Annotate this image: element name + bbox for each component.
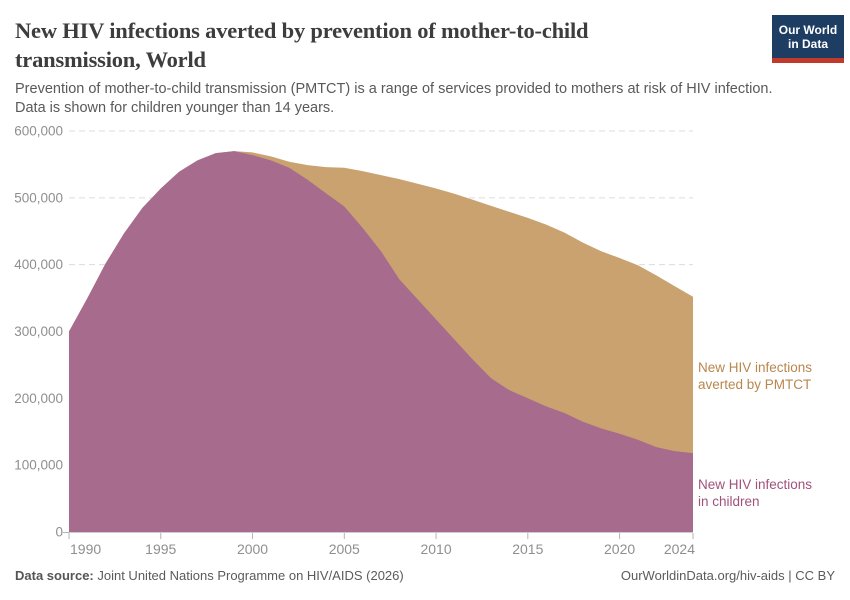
series-label-children-line-2: in children [698,493,760,509]
series-label-children-line-1: New HIV infections [698,477,813,492]
x-tick-label: 2010 [420,541,451,557]
data-source: Data source: Joint United Nations Progra… [15,568,404,583]
title-line-2: transmission, World [15,47,206,72]
y-tick-label: 400,000 [14,257,63,272]
data-source-text: Joint United Nations Programme on HIV/AI… [93,568,404,583]
x-tick-label: 2000 [237,541,268,557]
x-tick-label: 2020 [604,541,635,557]
y-tick-label: 100,000 [14,458,63,473]
chart-subtitle: Prevention of mother-to-child transmissi… [15,80,835,118]
series-label-infections-in-children: New HIV infections in children [698,477,838,510]
data-source-label: Data source: [15,568,94,583]
x-tick-label: 1990 [70,541,101,557]
series-label-averted-line-1: New HIV infections [698,360,813,375]
subtitle-line-2: Data is shown for children younger than … [15,100,335,116]
y-tick-label: 300,000 [14,324,63,339]
owid-logo[interactable]: Our World in Data [772,15,844,63]
x-tick-label: 2015 [512,541,543,557]
y-tick-label: 600,000 [14,124,63,139]
chart-footer: Data source: Joint United Nations Progra… [15,568,835,583]
series-label-averted-by-pmtct: New HIV infections averted by PMTCT [698,360,838,393]
x-tick-label: 1995 [145,541,176,557]
owid-logo-line-1: Our World [778,22,838,37]
owid-logo-line-2: in Data [787,36,828,51]
x-tick-label: 2005 [329,541,360,557]
series-label-averted-line-2: averted by PMTCT [698,376,812,392]
y-tick-label: 0 [55,525,63,540]
y-tick-label: 500,000 [14,190,63,205]
area-infections-in-children[interactable] [69,151,693,532]
subtitle-line-1: Prevention of mother-to-child transmissi… [15,81,773,97]
page-title: New HIV infections averted by prevention… [15,16,760,74]
y-tick-label: 200,000 [14,391,63,406]
owid-footer-link[interactable]: OurWorldinData.org/hiv-aids | CC BY [620,568,835,583]
title-line-1: New HIV infections averted by prevention… [15,18,589,43]
x-tick-label: 2024 [664,541,695,557]
